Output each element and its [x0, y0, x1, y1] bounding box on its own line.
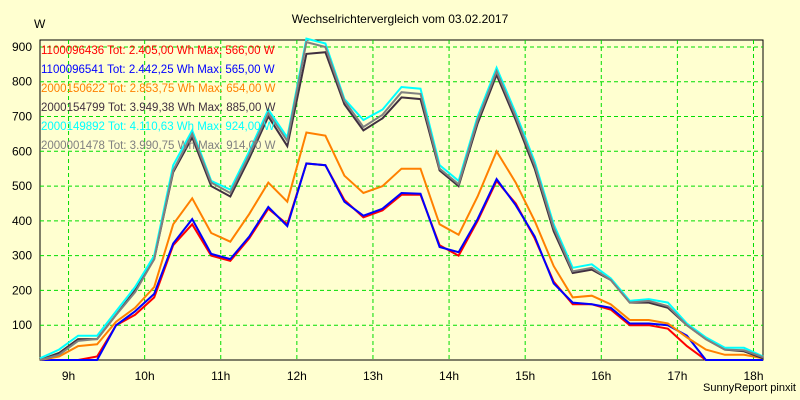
legend-entry: 1100096436 Tot: 2.405,00 Wh Max: 566,00 …	[41, 45, 275, 57]
legend-entry: 2000154799 Tot: 3.949,38 Wh Max: 885,00 …	[41, 102, 276, 114]
y-tick-label: 600	[12, 144, 32, 158]
footer-credit: SunnyReport pinxit	[703, 382, 796, 394]
legend-entry: 2000150622 Tot: 2.853,75 Wh Max: 654,00 …	[41, 83, 276, 95]
x-tick-label: 15h	[515, 369, 535, 383]
y-tick-label: 700	[12, 110, 32, 124]
y-tick-label: 200	[12, 283, 32, 297]
series-line-2000001478	[39, 40, 764, 361]
legend-entry: 2000149892 Tot: 4.110,63 Wh Max: 924,00 …	[41, 121, 275, 133]
x-tick-label: 16h	[591, 369, 611, 383]
series-line-1100096436	[40, 162, 763, 361]
legend-entry: 1100096541 Tot: 2.442,25 Wh Max: 565,00 …	[41, 64, 275, 76]
y-axis-label: W	[34, 17, 46, 31]
y-tick-label: 300	[12, 249, 32, 263]
x-tick-label: 18h	[743, 369, 763, 383]
chart-title: Wechselrichtervergleich vom 03.02.2017	[292, 12, 509, 26]
x-tick-label: 10h	[135, 369, 155, 383]
y-tick-label: 100	[12, 318, 32, 332]
series-line-1100096541	[40, 162, 763, 361]
series-line-2000150622	[39, 131, 764, 361]
legend: 1100096436 Tot: 2.405,00 Wh Max: 566,00 …	[41, 42, 275, 156]
x-tick-label: 11h	[211, 369, 230, 383]
y-tick-label: 500	[12, 179, 32, 193]
legend-entry: 2000001478 Tot: 3.990,75 Wh Max: 914,00 …	[41, 140, 276, 152]
y-tick-label: 900	[12, 40, 32, 54]
x-tick-label: 14h	[439, 369, 459, 383]
x-tick-label: 13h	[363, 369, 383, 383]
x-tick-label: 12h	[287, 369, 307, 383]
y-tick-label: 400	[12, 214, 32, 228]
x-tick-label: 17h	[667, 369, 687, 383]
x-tick-label: 9h	[62, 369, 75, 383]
y-tick-label: 800	[12, 75, 32, 89]
